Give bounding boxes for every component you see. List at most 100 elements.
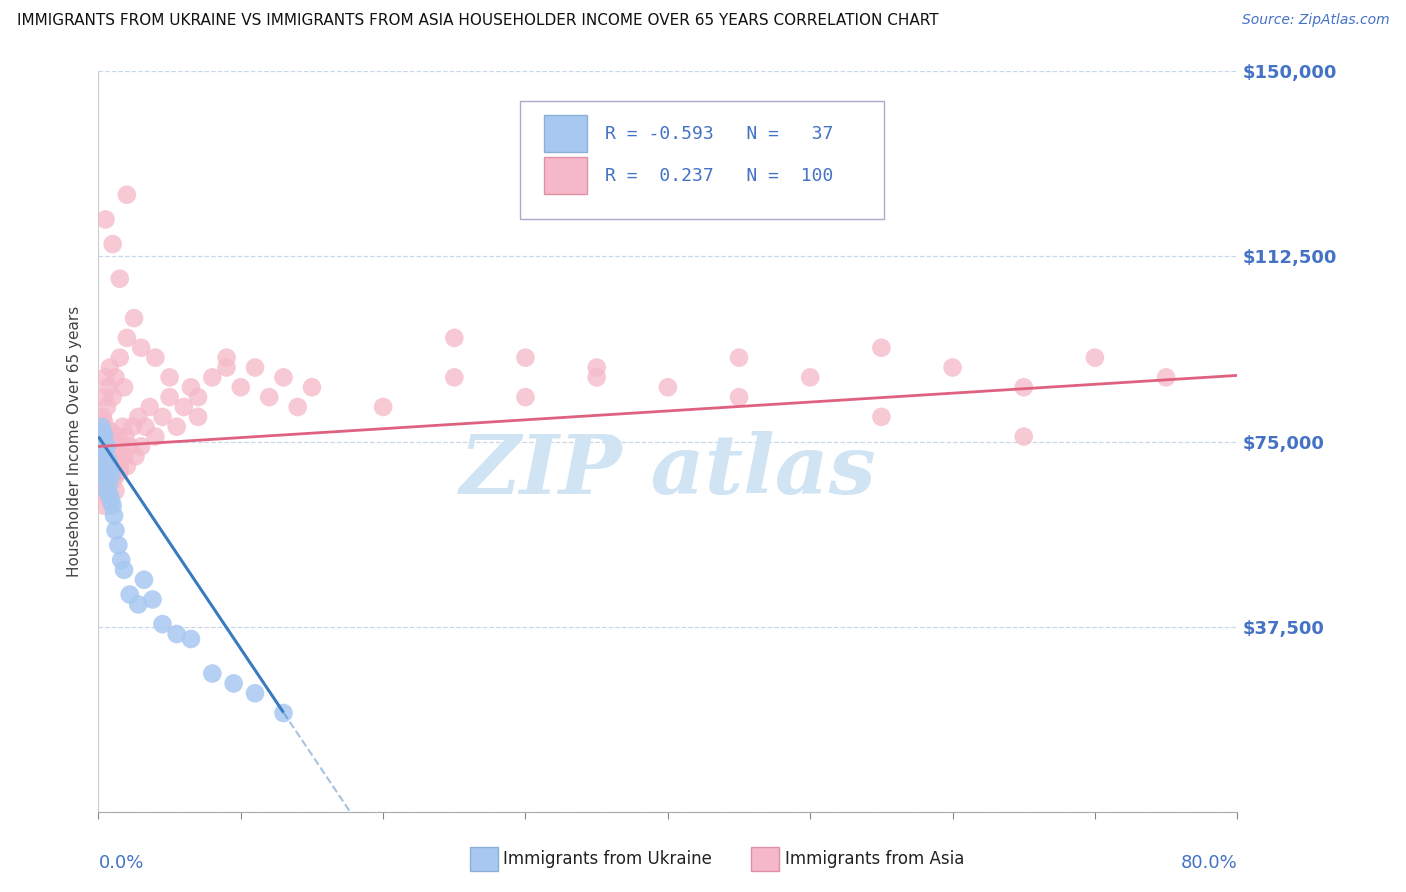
- Point: [114, 429, 136, 443]
- Point: [104, 370, 127, 384]
- Point: [97, 469, 120, 483]
- Point: [108, 271, 131, 285]
- Point: [94, 450, 117, 464]
- Point: [93, 440, 115, 454]
- Point: [201, 370, 224, 384]
- Point: [585, 370, 607, 384]
- Point: [145, 429, 167, 443]
- Point: [108, 464, 131, 478]
- Point: [104, 469, 127, 483]
- Point: [93, 415, 115, 429]
- Point: [159, 370, 181, 384]
- FancyBboxPatch shape: [544, 157, 586, 194]
- Point: [243, 360, 266, 375]
- Point: [96, 483, 118, 498]
- Text: Immigrants from Asia: Immigrants from Asia: [785, 849, 965, 868]
- Point: [93, 499, 115, 513]
- Point: [91, 469, 114, 483]
- Point: [96, 489, 118, 503]
- Point: [90, 469, 112, 483]
- Point: [94, 370, 117, 384]
- Point: [112, 380, 135, 394]
- Point: [100, 425, 122, 439]
- Point: [110, 440, 132, 454]
- Point: [108, 351, 131, 365]
- Text: Immigrants from Ukraine: Immigrants from Ukraine: [503, 849, 713, 868]
- Point: [98, 360, 121, 375]
- Point: [107, 538, 129, 552]
- Point: [1154, 370, 1177, 384]
- Point: [90, 429, 112, 443]
- Point: [94, 469, 117, 483]
- Point: [129, 440, 152, 454]
- Point: [373, 400, 395, 414]
- Point: [127, 598, 149, 612]
- Point: [118, 588, 141, 602]
- Point: [166, 419, 188, 434]
- Point: [104, 524, 127, 538]
- Point: [91, 409, 114, 424]
- Point: [115, 459, 138, 474]
- Point: [96, 444, 118, 458]
- Point: [91, 450, 114, 464]
- Point: [101, 474, 124, 488]
- Point: [273, 706, 295, 720]
- Point: [728, 390, 751, 404]
- Text: IMMIGRANTS FROM UKRAINE VS IMMIGRANTS FROM ASIA HOUSEHOLDER INCOME OVER 65 YEARS: IMMIGRANTS FROM UKRAINE VS IMMIGRANTS FR…: [17, 13, 938, 29]
- Point: [870, 409, 893, 424]
- Point: [98, 464, 121, 478]
- Text: 0.0%: 0.0%: [98, 854, 143, 871]
- Point: [98, 489, 121, 503]
- Point: [90, 454, 112, 468]
- Point: [121, 419, 143, 434]
- Point: [443, 331, 465, 345]
- Point: [97, 380, 120, 394]
- Point: [94, 454, 117, 468]
- Point: [132, 573, 155, 587]
- Point: [112, 563, 135, 577]
- Point: [96, 464, 118, 478]
- Point: [1084, 351, 1107, 365]
- FancyBboxPatch shape: [520, 101, 884, 219]
- Point: [166, 627, 188, 641]
- Point: [122, 311, 145, 326]
- Point: [107, 429, 129, 443]
- Point: [301, 380, 323, 394]
- Point: [108, 459, 131, 474]
- Y-axis label: Householder Income Over 65 years: Householder Income Over 65 years: [67, 306, 83, 577]
- Text: R = -0.593   N =   37: R = -0.593 N = 37: [605, 125, 834, 143]
- Point: [93, 444, 115, 458]
- Point: [100, 444, 122, 458]
- Point: [91, 444, 114, 458]
- Point: [96, 400, 118, 414]
- Point: [105, 450, 128, 464]
- Point: [115, 187, 138, 202]
- Point: [222, 676, 245, 690]
- Point: [180, 380, 202, 394]
- Point: [96, 440, 118, 454]
- Point: [159, 390, 181, 404]
- Point: [152, 409, 174, 424]
- Point: [187, 390, 209, 404]
- Point: [93, 459, 115, 474]
- Point: [89, 459, 111, 474]
- Point: [90, 419, 112, 434]
- Point: [90, 483, 112, 498]
- Point: [229, 380, 252, 394]
- Point: [138, 400, 160, 414]
- Text: 80.0%: 80.0%: [1181, 854, 1237, 871]
- Text: Source: ZipAtlas.com: Source: ZipAtlas.com: [1241, 13, 1389, 28]
- Point: [259, 390, 281, 404]
- Point: [118, 440, 141, 454]
- FancyBboxPatch shape: [544, 115, 586, 152]
- Point: [1012, 380, 1035, 394]
- Point: [145, 351, 167, 365]
- Point: [97, 454, 120, 468]
- Point: [91, 425, 114, 439]
- Point: [101, 499, 124, 513]
- Point: [101, 429, 124, 443]
- Text: ZIP atlas: ZIP atlas: [460, 431, 876, 511]
- Point: [115, 331, 138, 345]
- Point: [93, 429, 115, 443]
- Point: [287, 400, 309, 414]
